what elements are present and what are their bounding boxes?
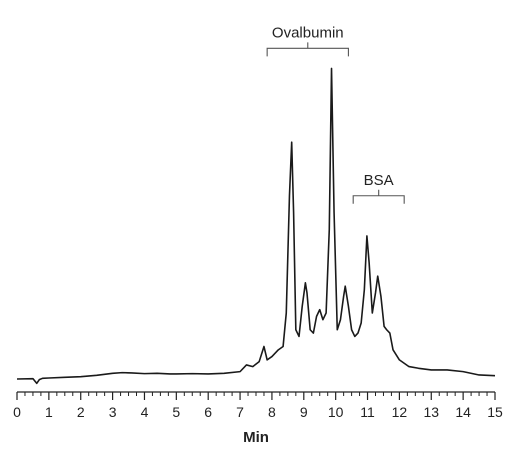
x-tick-label: 4 bbox=[141, 404, 149, 420]
x-tick-label: 6 bbox=[204, 404, 212, 420]
x-tick-label: 8 bbox=[268, 404, 276, 420]
series-layer bbox=[16, 67, 496, 385]
x-axis-title: Min bbox=[243, 429, 269, 446]
x-tick-label: 15 bbox=[487, 404, 503, 420]
x-tick-label: 1 bbox=[45, 404, 53, 420]
x-tick-label: 2 bbox=[77, 404, 85, 420]
x-tick-label: 12 bbox=[392, 404, 408, 420]
x-tick-label: 10 bbox=[328, 404, 344, 420]
x-axis: 0 1 2 3 4 5 6 7 8 9 10 11 12 13 14 15 bbox=[13, 391, 503, 420]
chromatogram-trace bbox=[16, 67, 496, 385]
x-tick-label: 11 bbox=[360, 404, 375, 420]
x-tick-label: 13 bbox=[423, 404, 439, 420]
annotation-layer: Ovalbumin BSA bbox=[266, 24, 405, 204]
x-tick-label: 9 bbox=[300, 404, 308, 420]
bsa-label: BSA bbox=[364, 172, 394, 189]
x-tick-label: 7 bbox=[236, 404, 244, 420]
x-tick-label: 3 bbox=[109, 404, 117, 420]
x-tick-label: 0 bbox=[13, 404, 21, 420]
ovalbumin-bracket: Ovalbumin bbox=[266, 24, 349, 57]
x-tick-label: 5 bbox=[172, 404, 180, 420]
bsa-bracket: BSA bbox=[352, 172, 405, 204]
x-tick-label: 14 bbox=[455, 404, 471, 420]
ovalbumin-label: Ovalbumin bbox=[272, 24, 344, 41]
